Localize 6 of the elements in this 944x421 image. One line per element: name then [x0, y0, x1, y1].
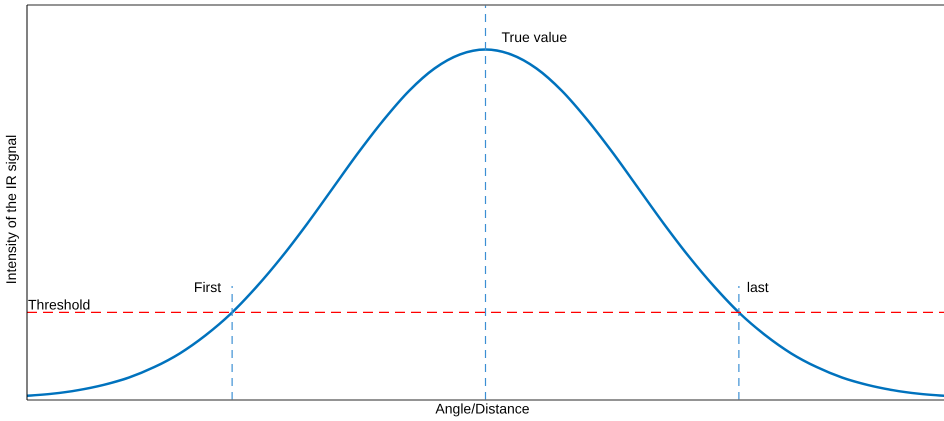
text: True value	[502, 29, 568, 45]
y-axis-title: Intensity of the IR signal	[3, 134, 19, 284]
annotation: last	[746, 279, 769, 295]
x-axis-title: Angle/Distance	[435, 400, 530, 416]
annotation: First	[194, 279, 222, 295]
ref-line-label: Threshold	[28, 296, 90, 312]
